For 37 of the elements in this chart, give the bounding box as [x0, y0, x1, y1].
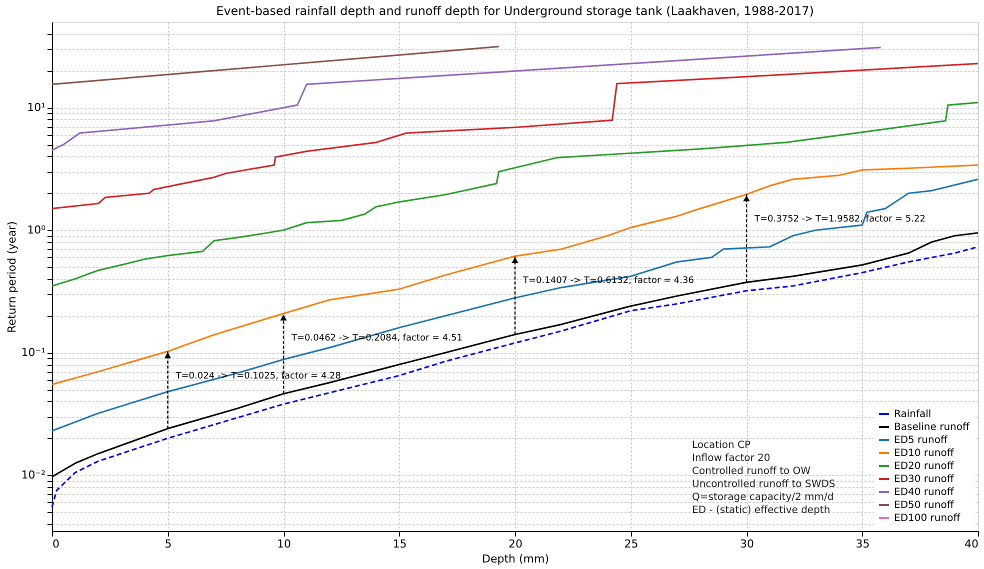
x-tick-label: 15	[392, 538, 407, 550]
x-axis-title: Depth (mm)	[482, 552, 550, 566]
y-tick-label: 10⁰	[27, 224, 46, 237]
y-tick-label: 10⁻²	[21, 468, 46, 482]
y-axis-title: Return period (year)	[5, 221, 18, 333]
legend-label: Rainfall	[894, 409, 932, 420]
x-tick-label: 30	[740, 538, 754, 550]
line-series	[51, 46, 882, 151]
annotation: Uncontrolled runoff to SWDS	[692, 479, 836, 490]
x-tick-label: 25	[624, 538, 638, 550]
legend-label: ED40 runoff	[894, 487, 955, 498]
x-tick-label: 5	[164, 538, 172, 550]
y-tick-label: 10¹	[27, 101, 46, 114]
annotation: Location CP	[692, 440, 750, 451]
y-tick-label: 10⁻¹	[21, 346, 46, 360]
annotation: Inflow factor 20	[692, 453, 770, 464]
legend-label: ED100 runoff	[894, 513, 962, 524]
annotation: Controlled runoff to OW	[692, 466, 811, 477]
legend-label: Baseline runoff	[894, 422, 970, 433]
annotation: Q=storage capacity/2 mm/d	[692, 492, 834, 503]
x-tick-label: 0	[52, 538, 60, 550]
annotation: ED - (static) effective depth	[692, 505, 830, 516]
chart-title: Event-based rainfall depth and runoff depth for Underground storage tank (Laakhaven, 1988-2017)	[216, 4, 814, 18]
line-series	[51, 62, 979, 210]
line-series	[51, 164, 979, 386]
annotation: T=0.3752 -> T=1.9582, factor = 5.22	[754, 214, 926, 224]
legend-label: ED50 runoff	[894, 500, 955, 511]
legend-label: ED10 runoff	[894, 448, 955, 459]
x-tick-label: 10	[277, 538, 291, 550]
line-series	[51, 178, 979, 432]
line-series	[51, 102, 979, 287]
x-tick-label: 35	[856, 538, 870, 550]
legend-label: ED30 runoff	[894, 474, 955, 485]
x-tick-label: 20	[508, 538, 522, 550]
legend-label: ED5 runoff	[894, 435, 948, 446]
legend-label: ED20 runoff	[894, 461, 955, 472]
x-tick-label: 40	[964, 538, 978, 550]
